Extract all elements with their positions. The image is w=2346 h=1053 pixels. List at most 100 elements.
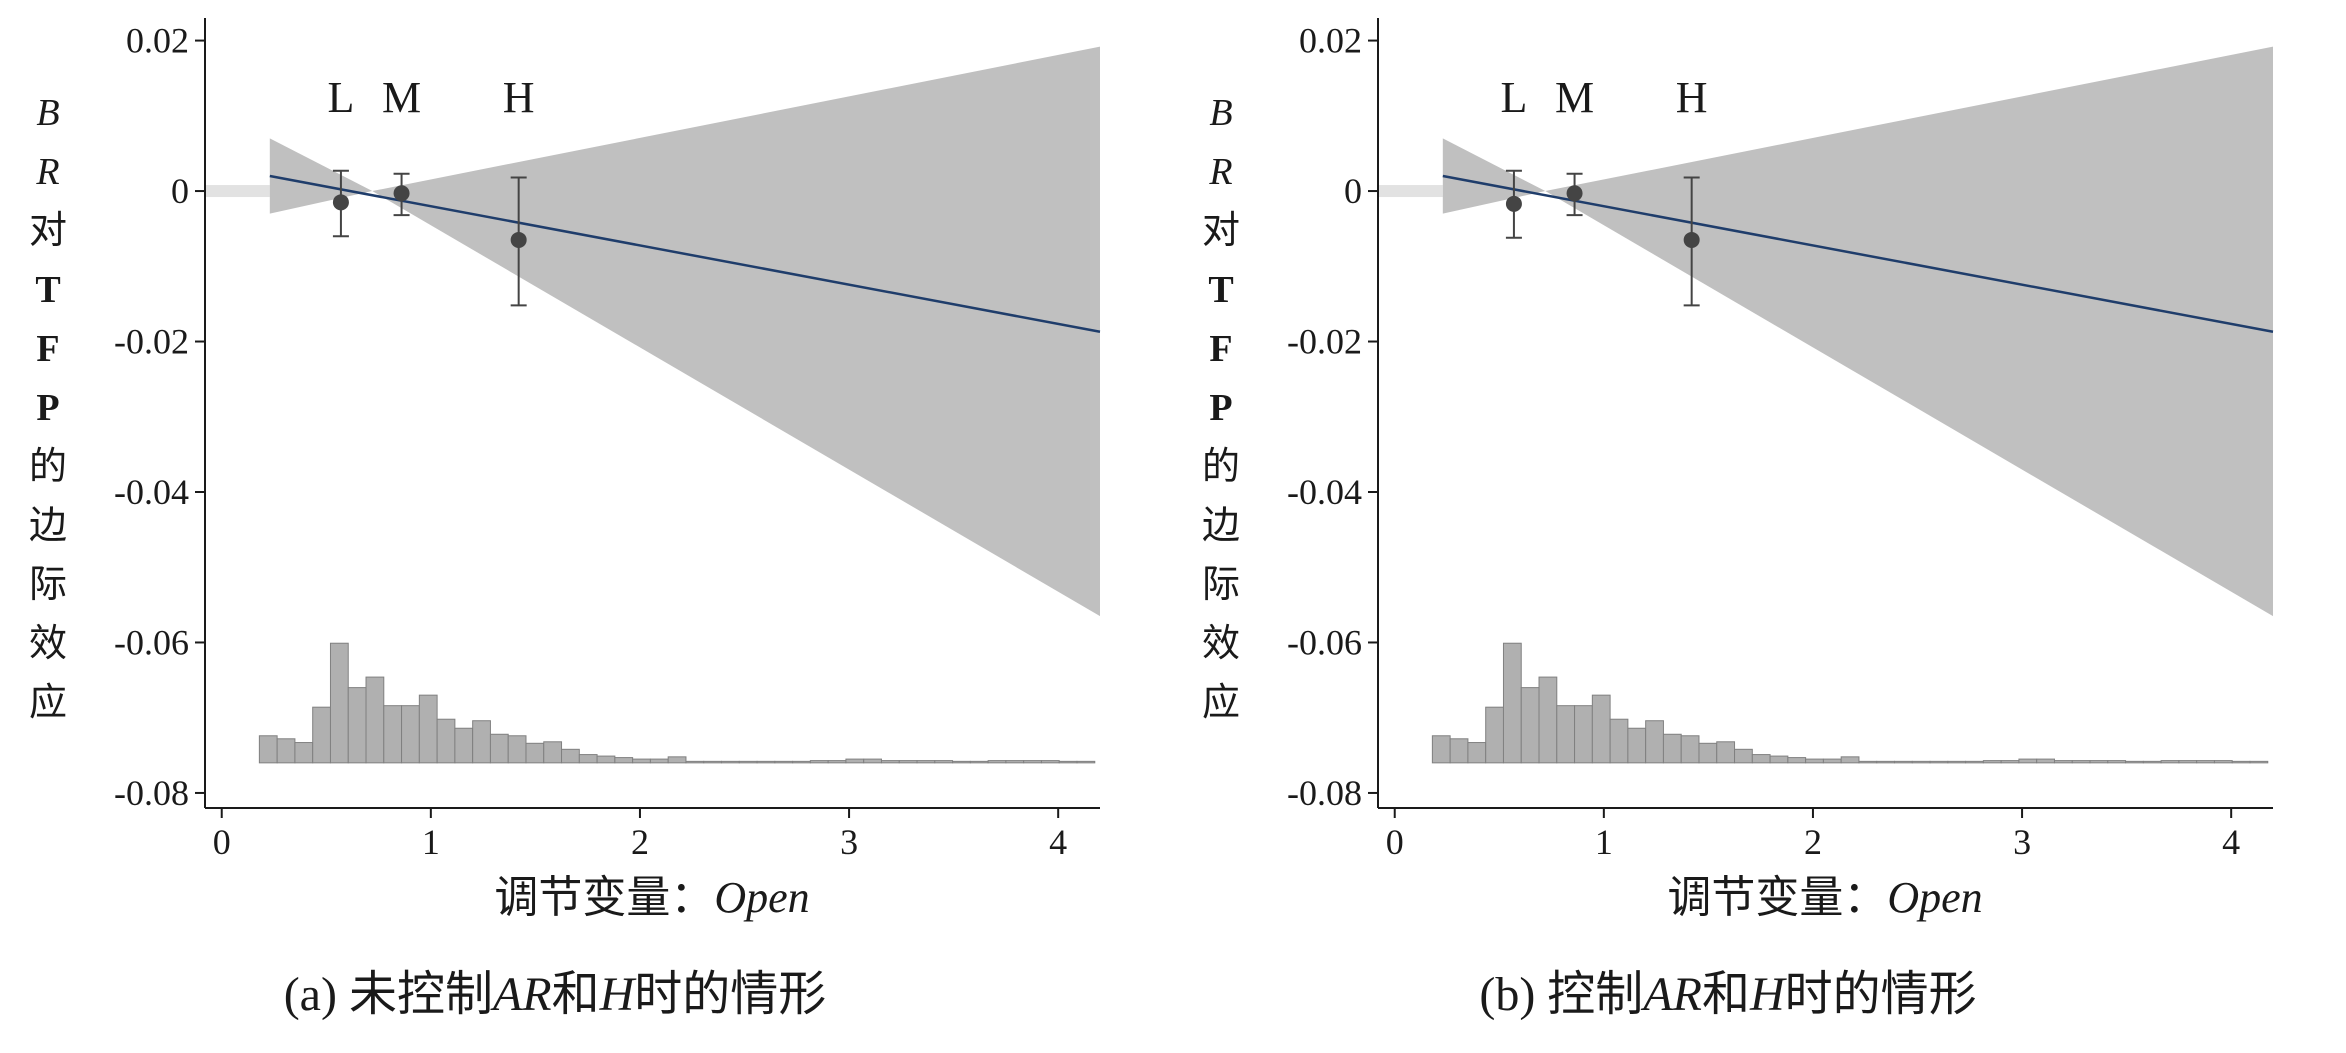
y-axis-title-char: T [35, 269, 60, 311]
y-axis-title-char: 际 [29, 564, 67, 606]
panel-a: L M H 0.02 0 -0.02 -0.04 -0.06 -0.08 0 1 2 3 4 调节变量：Op… [29, 18, 1101, 1021]
y-tick-label: 0 [1344, 171, 1362, 211]
marginal-effect-chart-a: L M H 0.02 0 -0.02 -0.04 -0.06 -0.08 0 1 2 3 4 调节变量：Op… [29, 18, 1101, 1021]
histogram-bar [1023, 760, 1042, 764]
caption-ar: AR [1640, 968, 1702, 1021]
x-axis-title-text: 调节变量： [494, 873, 714, 922]
panel-b: L M H 0.02 0 -0.02 -0.04 -0.06 -0.08 0 1 2 3 4 调节变量：Op… [1173, 0, 2346, 1053]
histogram-bar [1947, 760, 1967, 764]
y-axis-title-char: 应 [1202, 682, 1240, 724]
caption-mid: 和 [1702, 968, 1750, 1021]
histogram-bar [543, 741, 563, 764]
histogram-bar [2053, 760, 2073, 764]
histogram-bar [756, 760, 776, 764]
histogram-bar [1680, 735, 1700, 764]
x-tick-label: 2 [1804, 822, 1822, 862]
y-tick-label: -0.02 [1287, 322, 1362, 362]
x-axis-title-text: 调节变量： [1667, 873, 1887, 922]
histogram-bar [880, 760, 900, 764]
histogram-bar [1982, 760, 2002, 764]
estimate-point [1683, 231, 1700, 248]
histogram-bar [1485, 706, 1504, 764]
confidence-band-right [372, 46, 1100, 617]
zero-reference-band [205, 185, 270, 198]
histogram-bar [898, 760, 918, 764]
histogram-bar [365, 676, 385, 764]
histogram-bar [561, 748, 580, 764]
y-axis-title-char: 效 [1202, 623, 1240, 665]
histogram-bar [1467, 742, 1487, 764]
x-tick-label: 3 [2013, 822, 2031, 862]
histogram-bar [1431, 735, 1451, 764]
histogram-bar [632, 758, 651, 764]
histogram-bar [774, 760, 794, 764]
histogram-bar [1449, 738, 1469, 764]
y-axis-title-char: 边 [29, 505, 67, 547]
histogram-bar [1574, 705, 1593, 764]
histogram-bar [1876, 760, 1896, 764]
level-label-m: M [1555, 73, 1594, 122]
y-axis-title-char: R [35, 151, 59, 193]
histogram-bar [952, 760, 971, 764]
histogram-bar [2160, 760, 2180, 764]
x-tick-label: 4 [1049, 822, 1067, 862]
histogram-bar [1787, 757, 1807, 764]
histogram-bar [596, 755, 616, 764]
histogram-bar [1716, 741, 1736, 764]
histogram-bar [1965, 760, 1984, 764]
level-label-m: M [382, 73, 421, 122]
caption-suffix: 时的情形 [1785, 968, 1977, 1021]
histogram-bar [2107, 760, 2127, 764]
histogram-bar [1538, 676, 1558, 764]
y-axis-title-char: 对 [29, 210, 67, 252]
histogram-bar [312, 706, 331, 764]
histogram-bar [1627, 727, 1647, 764]
histogram-bar [2018, 758, 2038, 764]
y-axis-title-char: P [1209, 387, 1232, 429]
caption-h: H [1749, 968, 1787, 1021]
histogram-bar [738, 760, 758, 764]
histogram-bar [614, 757, 634, 764]
histogram-bar [525, 742, 545, 764]
x-tick-label: 3 [840, 822, 858, 862]
estimate-point [1505, 195, 1522, 212]
y-tick-label: -0.06 [1287, 622, 1362, 662]
level-label-l: L [1500, 73, 1527, 122]
x-tick-label: 1 [422, 822, 440, 862]
histogram-bar [1894, 760, 1913, 764]
histogram-bar [507, 735, 527, 764]
histogram-bar [1858, 760, 1878, 764]
histogram-bar [2142, 760, 2162, 764]
histogram-bar [987, 760, 1007, 764]
histogram-bar [1040, 760, 1060, 764]
level-label-h: H [1676, 73, 1708, 122]
y-axis-title-char: 的 [1202, 446, 1240, 488]
y-axis-title-char: 效 [29, 623, 67, 665]
histogram-bar [1502, 642, 1522, 764]
histogram-bar [969, 760, 989, 764]
histogram-bar [792, 760, 811, 764]
histogram-bar [845, 758, 865, 764]
y-axis-title-char: 边 [1202, 505, 1240, 547]
histogram-bar [1609, 718, 1629, 764]
histogram-bar [578, 754, 598, 764]
histogram-bar [1751, 754, 1771, 764]
caption-prefix: (b) 控制 [1479, 968, 1643, 1021]
marginal-effect-line [1442, 174, 2274, 333]
confidence-band-right [1545, 46, 2273, 617]
level-label-l: L [327, 73, 354, 122]
x-axis-title: 调节变量：Open [1667, 873, 1982, 922]
histogram-bar [1520, 687, 1540, 764]
histogram-bar [401, 705, 420, 764]
histogram-bar [383, 705, 403, 764]
zero-reference-band [1378, 185, 1443, 198]
histogram-bar [436, 718, 456, 764]
histogram-bar [1058, 760, 1078, 764]
x-tick-label: 0 [213, 822, 231, 862]
x-axis-title-variable: Open [1887, 873, 1982, 922]
caption-prefix: (a) 未控制 [284, 968, 493, 1021]
y-tick-label: -0.04 [1287, 472, 1362, 512]
histogram-bar [1591, 694, 1611, 764]
histogram-bar [703, 760, 723, 764]
histogram-bar [489, 733, 509, 764]
